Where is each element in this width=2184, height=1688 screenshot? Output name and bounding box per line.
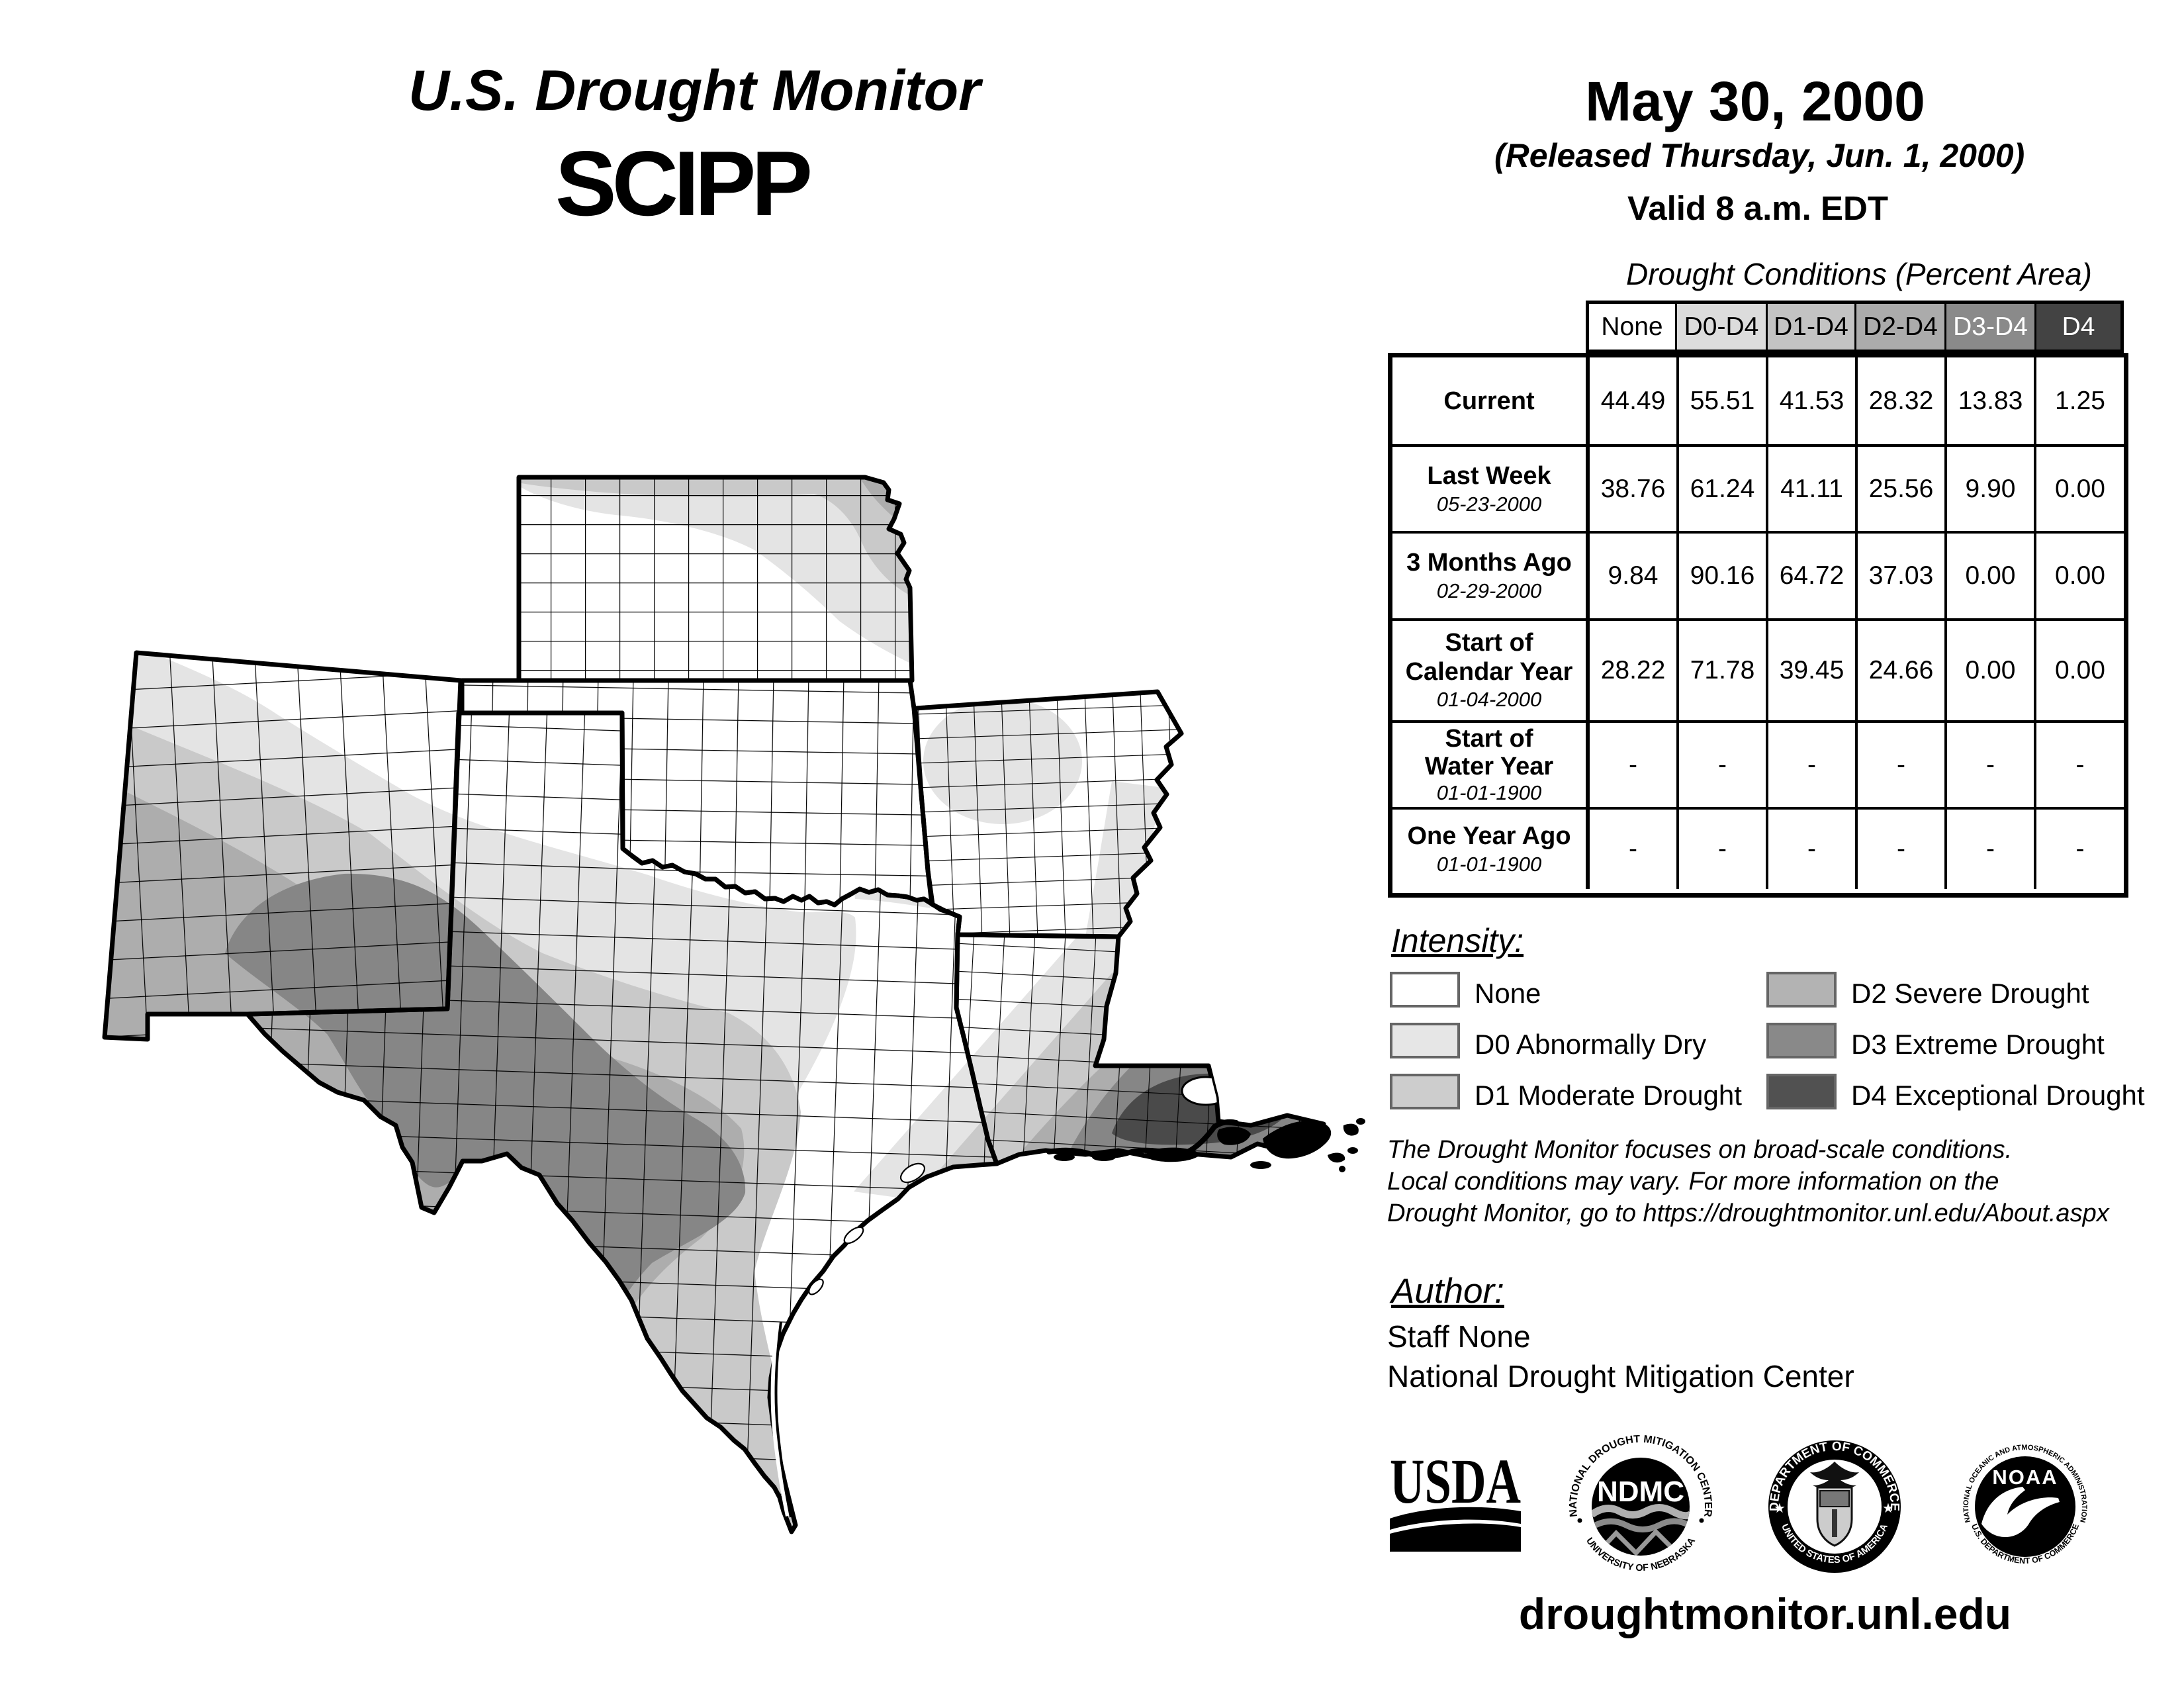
- svg-text:NOAA: NOAA: [1992, 1466, 2058, 1489]
- svg-text:NDMC: NDMC: [1597, 1476, 1684, 1508]
- svg-text:★: ★: [1774, 1501, 1786, 1516]
- svg-text:★: ★: [1882, 1501, 1894, 1516]
- svg-text:USDA: USDA: [1390, 1446, 1521, 1517]
